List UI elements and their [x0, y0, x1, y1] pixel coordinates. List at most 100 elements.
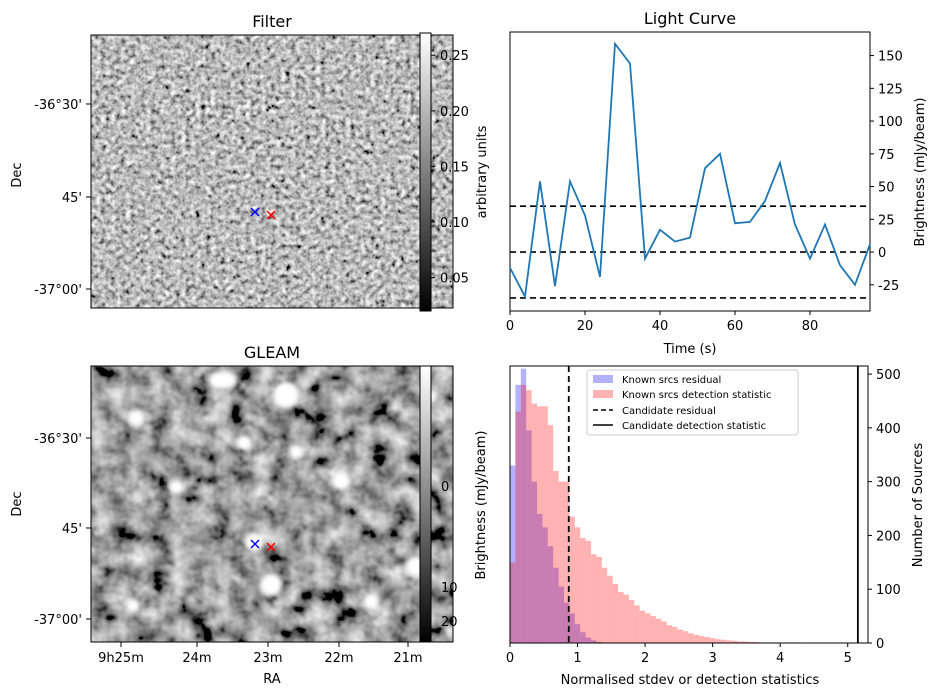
- histogram-detection-bar: [612, 583, 619, 643]
- histogram-detection-bar: [515, 411, 521, 643]
- legend-label-candidate-detection: Candidate detection statistic: [622, 421, 766, 432]
- histogram-detection-bar: [753, 641, 759, 643]
- gleam-y-ticks: -36°30' 45' -37°00': [34, 432, 91, 628]
- histogram-detection-bar: [569, 516, 575, 643]
- histogram-detection-bar: [655, 618, 662, 643]
- legend-label-candidate-residual: Candidate residual: [622, 406, 716, 417]
- light-curve-y-tick-label: -25: [878, 279, 899, 294]
- filter-colorbar: [419, 32, 432, 312]
- histogram-detection-bar: [564, 481, 570, 643]
- histogram-residual-bar: [542, 527, 548, 643]
- histogram-detection-bar: [731, 640, 737, 643]
- light-curve-y-tick-label: 25: [878, 213, 895, 228]
- light-curve-x-tick-label: 40: [652, 319, 669, 334]
- histogram-detection-bar: [628, 599, 635, 643]
- histogram-detection-bar: [585, 540, 592, 643]
- histogram-y-tick-label: 100: [876, 583, 901, 598]
- light-curve-y-axis-label: Brightness (mJy/beam): [913, 98, 928, 247]
- histogram-residual-bar: [531, 481, 538, 643]
- histogram-y-tick-label: 500: [876, 368, 901, 383]
- light-curve-x-tick-label: 20: [577, 319, 594, 334]
- gleam-blue-marker: [250, 539, 260, 549]
- gleam-colorbar: [419, 365, 432, 643]
- histogram-detection-bar: [601, 567, 608, 643]
- light-curve-y-tick-label: 125: [878, 82, 903, 97]
- histogram-residual-bar: [515, 384, 521, 643]
- histogram-detection-bar: [693, 634, 700, 643]
- histogram-detection-bar: [542, 406, 548, 643]
- histogram-detection-bar: [580, 538, 586, 643]
- filter-colorbar-tick-label: 0.05: [440, 272, 469, 287]
- gleam-x-ticks: 9h25m 24m 23m 22m 21m: [98, 642, 423, 666]
- filter-y-ticks: -36°30' 45' -37°00': [34, 98, 91, 298]
- histogram-residual-bar: [580, 632, 586, 643]
- gleam-y-axis-label: Dec: [10, 491, 25, 516]
- filter-title: Filter: [252, 12, 292, 31]
- histogram-y-axis-label: Number of Sources: [911, 443, 926, 568]
- histogram-detection-bar: [747, 641, 754, 643]
- histogram-detection-bar: [720, 639, 727, 643]
- light-curve-y-tick-label: 75: [878, 148, 895, 163]
- light-curve-x-tick-label: 80: [802, 319, 819, 334]
- light-curve-title: Light Curve: [644, 9, 736, 28]
- histogram-detection-bar: [634, 605, 640, 643]
- histogram-detection-bar: [715, 639, 721, 643]
- histogram-panel: 0 1 2 3 4 5 0 100 200 300 400 500 Normalised stdev…: [506, 365, 926, 688]
- histogram-detection-bar: [596, 556, 602, 643]
- gleam-red-marker: [266, 542, 276, 552]
- histogram-residual-bar: [526, 430, 532, 643]
- filter-y-tick-label: 45': [62, 191, 82, 206]
- legend-label-detection: Known srcs detection statistic: [622, 390, 771, 401]
- histogram-detection-bar: [510, 562, 516, 643]
- gleam-image: [91, 366, 453, 642]
- histogram-x-tick-label: 0: [506, 651, 514, 666]
- histogram-detection-bar: [537, 406, 543, 643]
- histogram-detection-bar: [682, 631, 689, 643]
- histogram-y-tick-label: 200: [876, 529, 901, 544]
- histogram-detection-bar: [709, 638, 716, 643]
- filter-colorbar-ticks: 0.05 0.10 0.15 0.20 0.25: [431, 49, 469, 287]
- gleam-y-tick-label: 45': [62, 522, 82, 537]
- filter-colorbar-tick-label: 0.15: [440, 160, 469, 175]
- histogram-y-tick-label: 400: [876, 422, 901, 437]
- filter-red-marker: [266, 210, 276, 220]
- histogram-detection-bar: [553, 470, 559, 643]
- histogram-residual-bar: [558, 586, 565, 643]
- histogram-detection-bar: [699, 636, 705, 643]
- histogram-detection-bar: [726, 640, 732, 643]
- histogram-x-tick-label: 3: [709, 651, 717, 666]
- histogram-detection-bar: [607, 575, 613, 643]
- histogram-detection-bar: [623, 594, 629, 643]
- histogram-detection-bar: [531, 403, 538, 643]
- light-curve-threshold-lines: [510, 205, 870, 299]
- histogram-detection-bar: [650, 616, 656, 643]
- gleam-x-tick-label: 22m: [324, 651, 353, 666]
- histogram-detection-bar: [688, 633, 694, 643]
- filter-colorbar-tick-label: 0.20: [440, 105, 469, 120]
- histogram-detection-bar: [591, 554, 597, 643]
- gleam-x-axis-label: RA: [263, 672, 281, 687]
- filter-colorbar-tick-label: 0.25: [440, 49, 469, 64]
- light-curve-series-line: [509, 41, 871, 300]
- histogram-residual-bar: [596, 641, 602, 643]
- legend-swatch-detection: [593, 390, 613, 398]
- light-curve-x-tick-label: 0: [506, 319, 514, 334]
- histogram-residual-bar: [520, 368, 527, 643]
- histogram-residual-bar: [510, 465, 516, 643]
- gleam-x-tick-label: 9h25m: [98, 651, 144, 666]
- histogram-detection-bar: [645, 613, 651, 643]
- light-curve-x-tick-label: 60: [727, 319, 744, 334]
- histogram-residual-bar: [553, 567, 559, 643]
- light-curve-y-tick-label: 50: [878, 181, 895, 196]
- histogram-detection-bar: [704, 637, 710, 643]
- gleam-colorbar-tick-label: 0: [441, 480, 449, 495]
- gleam-panel: GLEAM: [10, 343, 489, 687]
- gleam-y-tick-label: -37°00': [34, 613, 82, 628]
- filter-colorbar-tick-label: 0.10: [440, 216, 469, 231]
- gleam-colorbar-ticks: 0 10 20: [441, 480, 458, 630]
- gleam-title: GLEAM: [244, 343, 300, 362]
- light-curve-x-axis-label: Time (s): [663, 342, 717, 357]
- histogram-x-tick-label: 2: [641, 651, 649, 666]
- legend-label-residual: Known srcs residual: [622, 375, 721, 386]
